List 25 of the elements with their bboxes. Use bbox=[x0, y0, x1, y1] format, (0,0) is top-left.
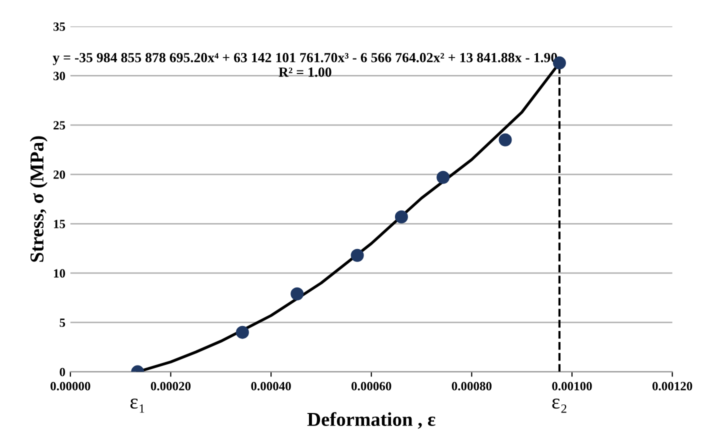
point bbox=[498, 133, 512, 146]
point bbox=[394, 210, 408, 224]
y-tick-label: 0 bbox=[60, 368, 66, 376]
y-tick-label: 5 bbox=[60, 318, 66, 327]
x-tick-label: 0.00020 bbox=[150, 382, 191, 390]
annotation: ε₂ bbox=[552, 398, 566, 413]
y-tick-label: 30 bbox=[54, 72, 66, 80]
y-tick-label: 25 bbox=[54, 121, 66, 130]
y-tick-label: 35 bbox=[54, 22, 66, 31]
x-axis-title: Deformation , ε bbox=[307, 412, 436, 429]
y-axis-title: Stress, σ (MPa) bbox=[30, 136, 48, 262]
x-tick-label: 0.00120 bbox=[652, 382, 692, 390]
point bbox=[350, 248, 364, 262]
y-tick-label: 15 bbox=[54, 220, 66, 228]
x-tick-label: 0.00040 bbox=[251, 382, 291, 390]
point bbox=[236, 326, 249, 339]
point bbox=[436, 170, 450, 184]
y-tick-label: 20 bbox=[54, 170, 66, 179]
x-tick-label: 0.00100 bbox=[552, 382, 592, 390]
x-tick-label: 0.00000 bbox=[50, 382, 90, 390]
y-tick-label: 10 bbox=[54, 269, 66, 278]
annotation: ε₁ bbox=[130, 398, 144, 413]
point bbox=[290, 287, 304, 300]
x-tick-label: 0.00060 bbox=[352, 382, 392, 390]
x-tick-label: 0.00080 bbox=[452, 382, 492, 390]
